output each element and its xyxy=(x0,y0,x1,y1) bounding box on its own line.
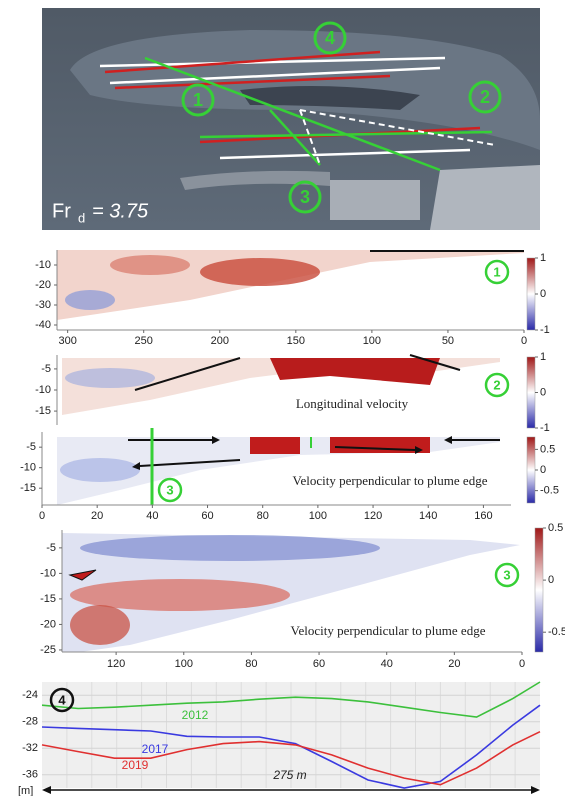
y-tick-label: -20 xyxy=(40,618,56,630)
section-art xyxy=(57,250,524,652)
colorbar-label: 0 xyxy=(540,464,546,476)
x-tick-label: 0 xyxy=(519,658,525,670)
x-tick-label: 80 xyxy=(245,658,257,670)
colorbar-label: -0.5 xyxy=(548,626,565,638)
y-tick-label: -28 xyxy=(22,716,38,728)
y-tick-label: -10 xyxy=(35,259,51,271)
marker-label: 2 xyxy=(480,87,490,107)
x-tick-label: 250 xyxy=(135,335,153,347)
y-tick-label: -30 xyxy=(35,299,51,311)
x-tick-label: 40 xyxy=(381,658,393,670)
colorbar-label: 0.5 xyxy=(540,443,555,455)
y-tick-label: -15 xyxy=(20,482,36,494)
y-tick-label: -15 xyxy=(35,405,51,417)
x-tick-label: 100 xyxy=(309,510,327,522)
x-tick-label: 20 xyxy=(91,510,103,522)
figure: 4 1 2 3 Fr d = 3.75 xyxy=(0,0,565,796)
colorbar xyxy=(527,258,535,330)
x-tick-label: 0 xyxy=(521,335,527,347)
y-tick-label: -40 xyxy=(35,319,51,331)
y-tick-label: -5 xyxy=(26,441,36,453)
velocity-field xyxy=(200,258,320,286)
photo-shore xyxy=(430,165,540,230)
page: 4 1 2 3 Fr d = 3.75 xyxy=(0,0,565,796)
velocity-field xyxy=(80,535,380,561)
marker-label: 3 xyxy=(166,482,173,497)
photo: 4 1 2 3 Fr d = 3.75 xyxy=(42,8,540,230)
colorbar-label: 0 xyxy=(540,386,546,398)
colorbar xyxy=(535,528,543,652)
panel-label: Velocity perpendicular to plume edge xyxy=(291,623,486,638)
series-label: 2012 xyxy=(182,708,209,722)
marker-label: 1 xyxy=(493,264,500,279)
marker-label: 3 xyxy=(300,187,310,207)
colorbar-label: 1 xyxy=(540,252,546,264)
x-tick-label: 80 xyxy=(257,510,269,522)
marker-label: 4 xyxy=(325,28,335,48)
velocity-field xyxy=(110,255,190,275)
x-tick-label: 120 xyxy=(107,658,125,670)
x-tick-label: 140 xyxy=(419,510,437,522)
colorbar-label: -1 xyxy=(540,422,550,434)
series-label: 2019 xyxy=(122,758,149,772)
y-tick-label: -25 xyxy=(40,644,56,656)
x-tick-label: 120 xyxy=(364,510,382,522)
marker-label: 4 xyxy=(58,692,66,707)
colorbar-label: 0 xyxy=(540,288,546,300)
colorbar xyxy=(527,437,535,503)
froude-subscript: d xyxy=(78,210,85,225)
x-tick-label: 20 xyxy=(448,658,460,670)
panel-label: Longitudinal velocity xyxy=(296,396,409,411)
velocity-field xyxy=(270,358,440,385)
y-tick-label: -10 xyxy=(20,462,36,474)
y-tick-label: -24 xyxy=(22,689,38,701)
marker-label: 3 xyxy=(503,567,510,582)
froude-value: = 3.75 xyxy=(92,200,149,222)
x-tick-label: 200 xyxy=(211,335,229,347)
x-tick-label: 60 xyxy=(201,510,213,522)
colorbar-label: -0.5 xyxy=(540,485,559,497)
x-tick-label: 160 xyxy=(474,510,492,522)
x-tick-label: 0 xyxy=(39,510,45,522)
x-tick-label: 50 xyxy=(442,335,454,347)
x-tick-label: 100 xyxy=(175,658,193,670)
y-tick-label: -36 xyxy=(22,769,38,781)
dimension-label: 275 m xyxy=(272,768,306,782)
x-tick-label: 60 xyxy=(313,658,325,670)
y-unit: [m] xyxy=(18,785,33,796)
y-tick-label: -5 xyxy=(46,542,56,554)
y-tick-label: -15 xyxy=(40,593,56,605)
x-tick-label: 40 xyxy=(146,510,158,522)
colorbar-label: -1 xyxy=(540,324,550,336)
y-tick-label: -32 xyxy=(22,742,38,754)
panel-label: Velocity perpendicular to plume edge xyxy=(293,473,488,488)
x-tick-label: 100 xyxy=(363,335,381,347)
x-tick-label: 300 xyxy=(58,335,76,347)
y-tick-label: -5 xyxy=(41,363,51,375)
y-tick-label: -10 xyxy=(40,567,56,579)
colorbar-label: 0.5 xyxy=(548,522,563,534)
x-tick-label: 150 xyxy=(287,335,305,347)
velocity-field xyxy=(60,458,140,482)
colorbar-label: 0 xyxy=(548,574,554,586)
marker-label: 1 xyxy=(193,90,203,110)
y-tick-label: -20 xyxy=(35,279,51,291)
colorbar xyxy=(527,357,535,428)
froude-symbol: Fr xyxy=(52,200,71,222)
velocity-field xyxy=(65,368,155,388)
velocity-field xyxy=(65,290,115,310)
marker-label: 2 xyxy=(493,377,500,392)
colorbar-label: 1 xyxy=(540,351,546,363)
velocity-field xyxy=(250,437,300,454)
velocity-field xyxy=(70,605,130,645)
photo-building xyxy=(330,180,420,220)
y-tick-label: -10 xyxy=(35,384,51,396)
